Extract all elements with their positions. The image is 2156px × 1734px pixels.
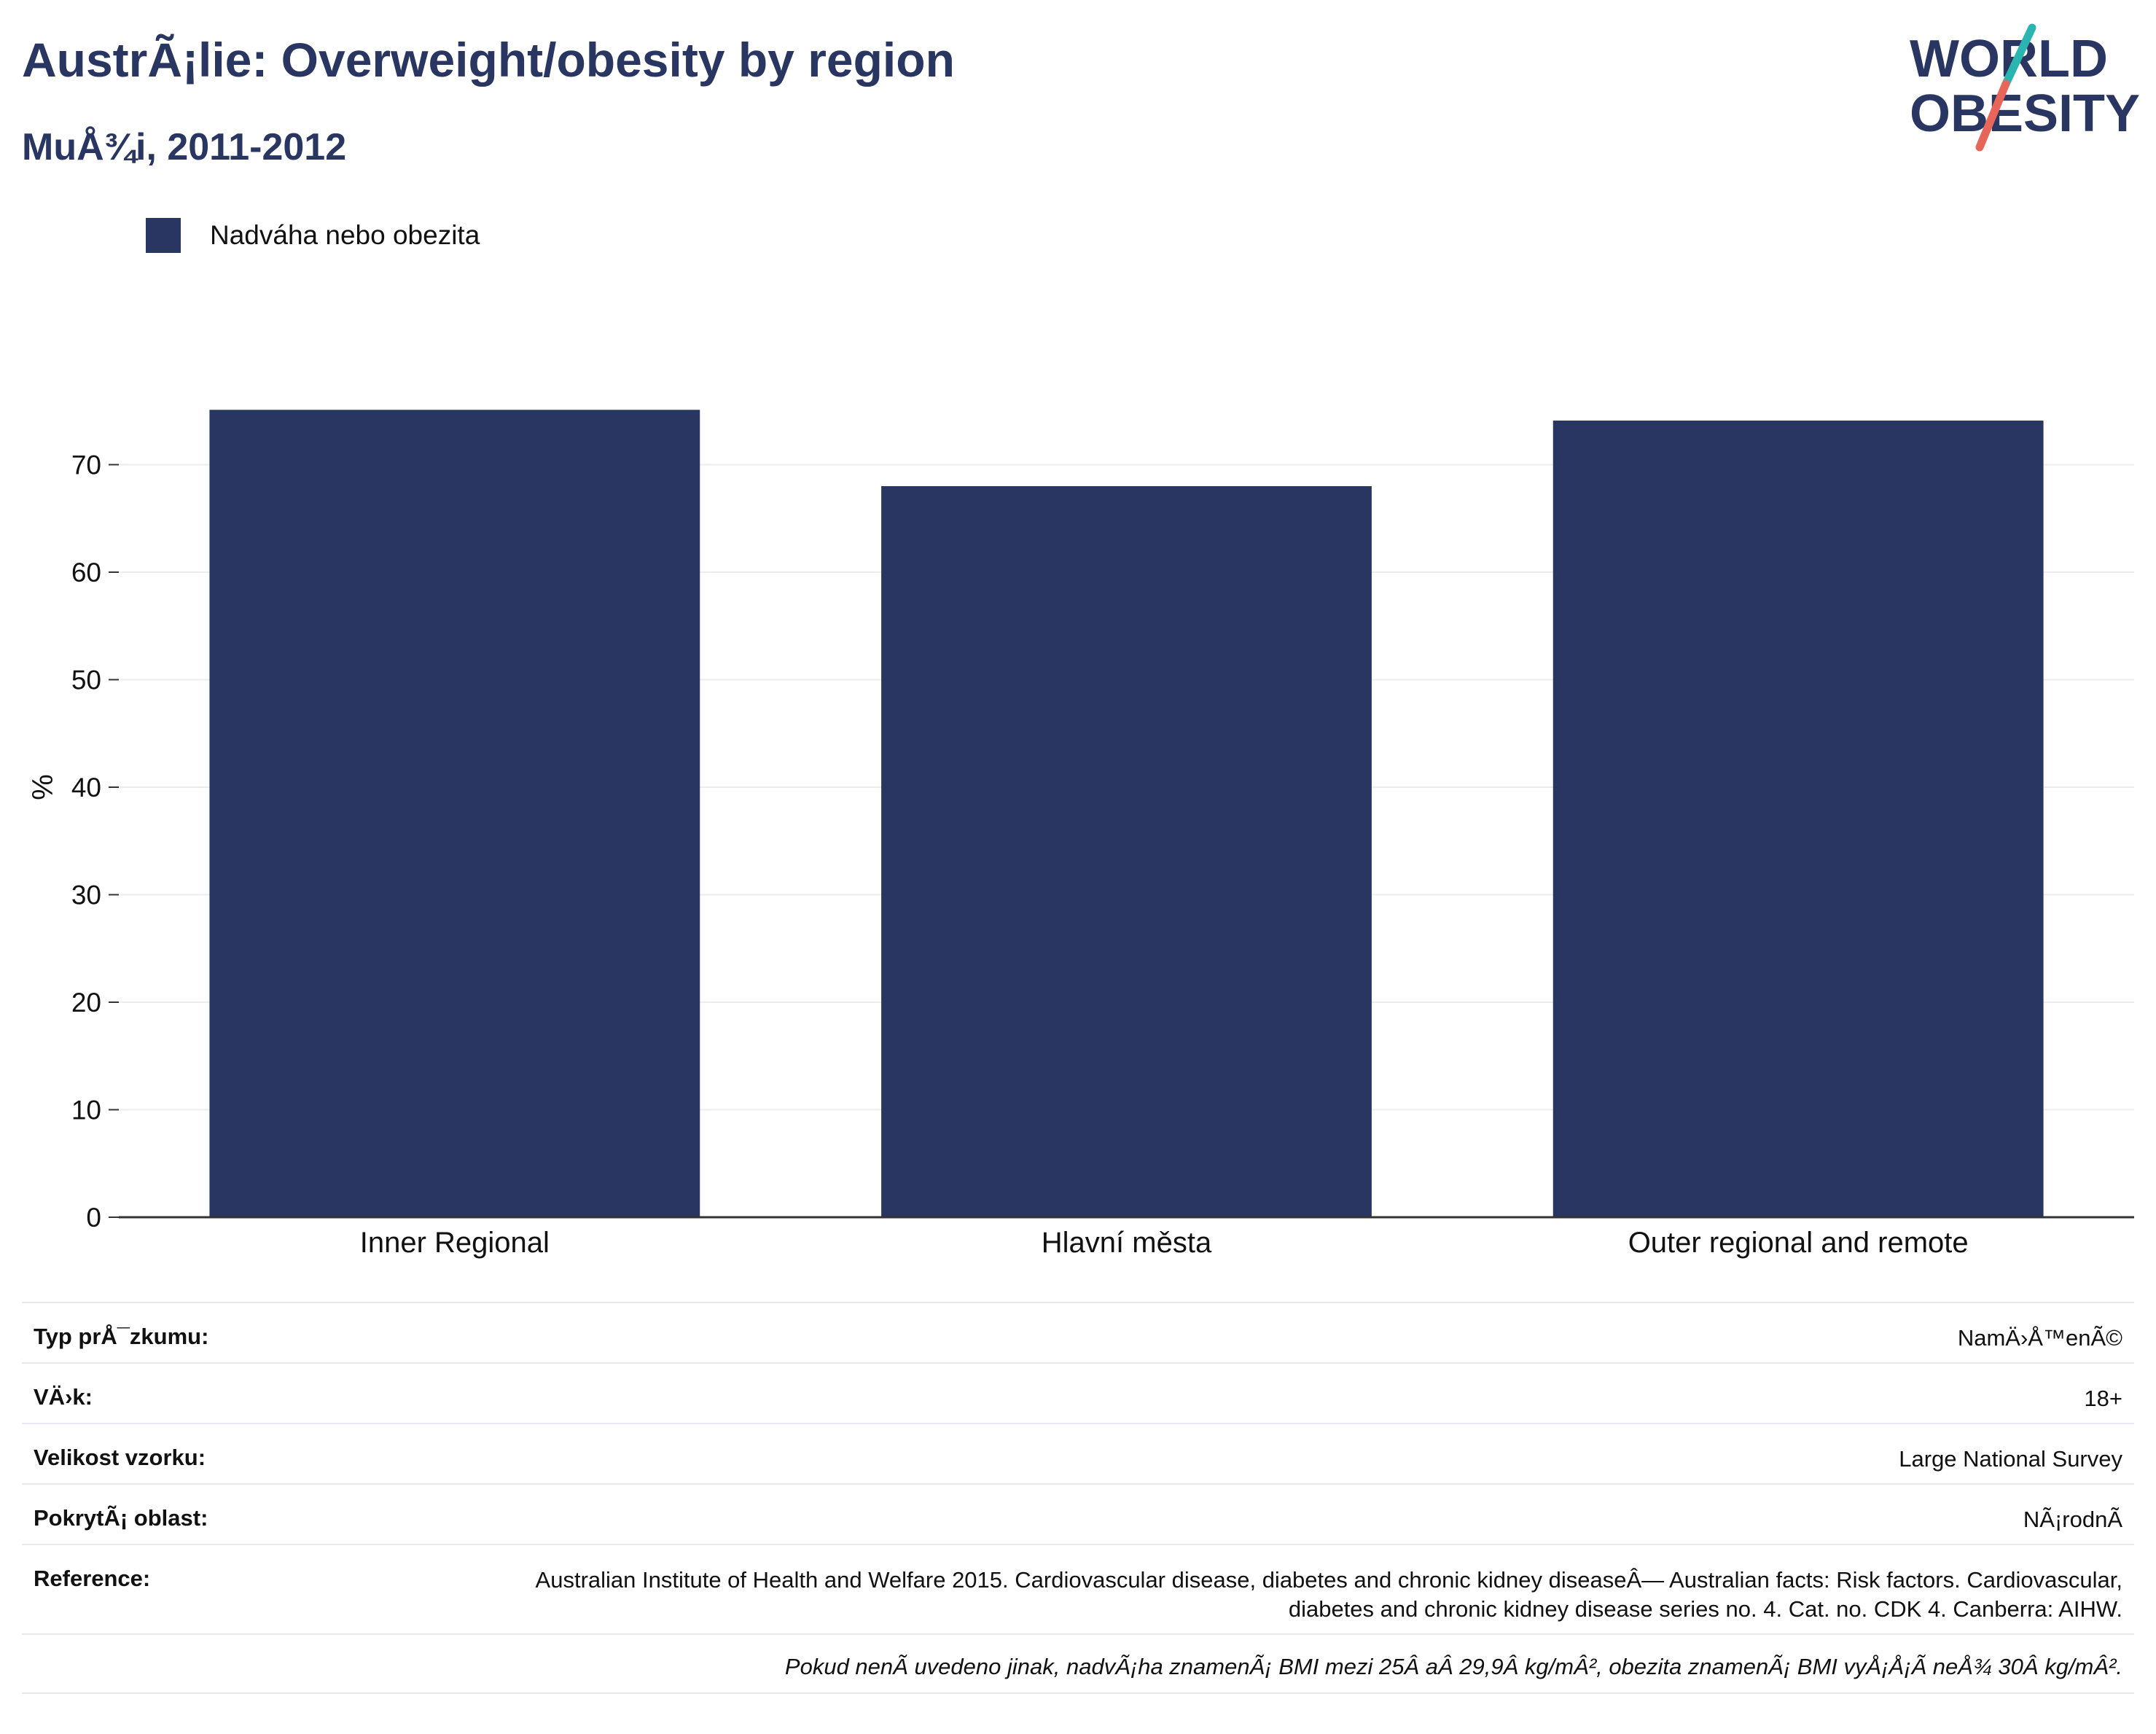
y-tick-label: 0 [86,1203,101,1233]
info-label: Typ prÅ¯zkumu: [34,1324,209,1349]
x-tick-label: Hlavní města [1042,1227,1212,1259]
chart-title: AustrÃ¡lie: Overweight/obesity by region [22,33,955,87]
info-row-sample-size: Velikost vzorku: Large National Survey [22,1423,2134,1483]
info-row-age: VÄ›k: 18+ [22,1362,2134,1423]
info-value: NamÄ›Å™enÃ© [1957,1325,2122,1351]
bar [881,486,1372,1217]
world-obesity-logo: WORLD OBESITY [1910,23,2140,152]
logo-slash-coral [1975,79,2010,152]
info-value: 18+ [2084,1386,2122,1411]
legend-swatch [146,218,181,253]
info-value: Large National Survey [1899,1446,2122,1472]
bar-chart: 0 10 20 30 40 50 60 70% Inner Regional Hlavní měs… [27,410,2134,1259]
logo-line2: OBESITY [1910,85,2140,143]
info-value: Australian Institute of Health and Welfa… [535,1567,2122,1622]
bmi-footnote: Pokud nenÃ uvedeno jinak, nadvÃ¡ha zname… [784,1654,2122,1679]
x-tick-label: Outer regional and remote [1628,1227,1969,1259]
chart-subtitle: MuÅ¾i, 2011-2012 [22,126,347,168]
x-tick-label: Inner Regional [360,1227,550,1259]
y-tick-label: 40 [71,773,101,802]
info-label: Velikost vzorku: [34,1445,206,1470]
chart-legend: Nadváha nebo obezita [146,217,480,254]
bar [209,410,700,1217]
bar [1552,421,2044,1217]
legend-label: Nadváha nebo obezita [210,220,480,250]
info-label: Reference: [34,1566,151,1591]
y-tick-label: 70 [71,450,101,480]
info-row-survey-type: Typ prÅ¯zkumu: NamÄ›Å™enÃ© [22,1302,2134,1362]
y-tick-label: 30 [71,880,101,910]
survey-info-table: Typ prÅ¯zkumu: NamÄ›Å™enÃ© VÄ›k: 18+ Vel… [22,1302,2134,1694]
info-row-area-covered: PokrytÃ¡ oblast: NÃ¡rodnÃ [22,1483,2134,1544]
y-tick-label: 10 [71,1096,101,1125]
y-axis-label: % [27,774,59,800]
info-label: PokrytÃ¡ oblast: [34,1505,208,1531]
y-tick-label: 20 [71,988,101,1018]
info-value: NÃ¡rodnÃ [2023,1507,2122,1532]
logo-slash-teal [2001,23,2036,88]
y-tick-label: 50 [71,665,101,695]
info-label: VÄ›k: [34,1384,93,1410]
footnote-row: Pokud nenÃ uvedeno jinak, nadvÃ¡ha zname… [22,1633,2134,1694]
y-tick-label: 60 [71,558,101,587]
info-row-reference: Reference: Australian Institute of Healt… [22,1544,2134,1633]
